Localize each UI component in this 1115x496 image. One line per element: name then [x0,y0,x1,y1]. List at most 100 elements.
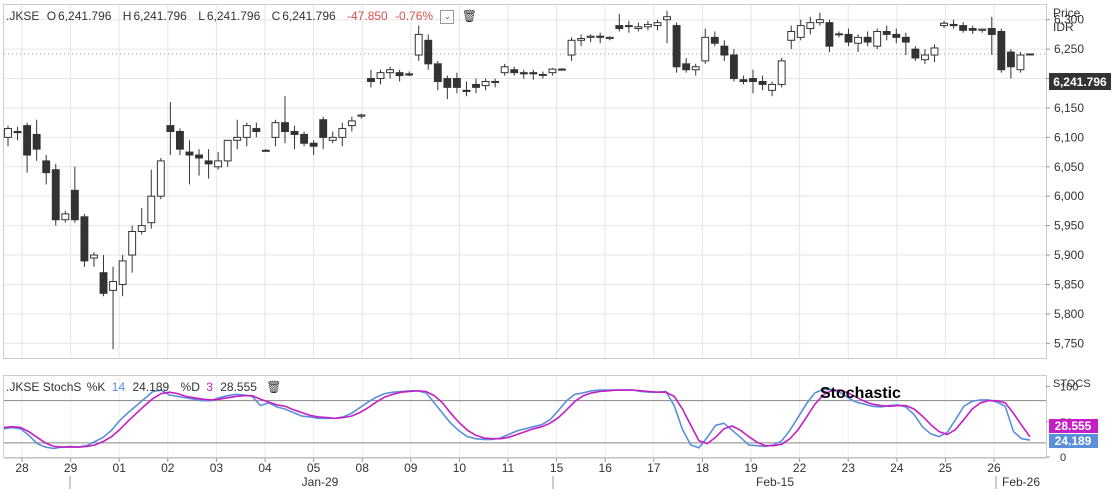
k-period: 14 [111,380,126,394]
candle [901,32,910,56]
stoch-lines [3,388,1031,450]
price-tick-label: 5,900 [1054,248,1084,262]
candle-body [51,169,60,221]
candle-body [309,142,318,147]
candle-body [357,114,366,117]
candle-body [367,78,375,82]
candle [873,28,882,50]
candle-body [863,36,872,43]
high-value: 6,241.796 [133,9,187,23]
candle [1006,49,1015,79]
candle [959,22,968,33]
x-tick-label: 16 [599,461,613,475]
candle-body [519,72,528,75]
change-value: -47.850 [347,9,388,23]
candle-body [749,78,757,82]
candle-body [901,36,910,43]
price-tick-label: 6,300 [1054,13,1084,27]
candle-body [328,136,337,141]
candle [920,49,929,64]
candle [252,122,261,138]
open-value: 6,241.796 [58,9,112,23]
candle [338,122,347,147]
candle [691,63,700,76]
candle-body [261,149,270,152]
price-tick-label: 6,050 [1054,160,1084,174]
x-tick-label: 10 [453,461,467,475]
change-percent: -0.76% [395,9,434,23]
candle-body [1026,53,1034,56]
candle-body [892,33,901,38]
candle [892,28,901,44]
candle [290,125,299,150]
candle-body [147,195,156,224]
candle-body [252,128,261,132]
candle-body [729,54,738,80]
candle-body [42,160,51,174]
candle-body [548,68,557,74]
candle [61,210,70,223]
candle [357,113,366,119]
candle-body [710,36,719,44]
candle-body [634,26,643,30]
candle-body [538,73,547,76]
candle [500,63,509,76]
stoch-series-d [3,389,1031,448]
candle [749,69,757,94]
candle [577,34,586,47]
last-price-value: 6,241.796 [1053,75,1107,89]
candle-body [529,72,538,75]
trash-icon[interactable]: 🗑 [266,380,282,394]
price-tick-label: 6,100 [1054,130,1084,144]
candle-body [271,122,280,138]
d-badge-value: 28.555 [1055,419,1092,433]
candle-body [596,35,605,38]
price-axis-title: Price [1053,6,1081,20]
candle [376,69,385,85]
candle-body [854,36,863,44]
price-header: .JKSE O 6,241.796 H 6,241.796 L 6,241.796 C… [6,9,481,24]
k-badge: 24.189 [1049,434,1098,448]
candle-body [577,38,586,41]
x-tick-label: 29 [64,461,78,475]
candle [472,78,480,94]
candle-body [13,130,22,134]
candle-body [80,216,89,262]
candle-body [386,69,394,74]
d-value: 28.555 [220,380,257,394]
candle [261,149,270,152]
candle [978,28,987,33]
candle [452,72,461,94]
candle-body [242,125,251,138]
candle-body [233,136,242,141]
candle-body [491,80,500,83]
candle [1026,53,1034,56]
x-tick-label: 08 [356,461,370,475]
candle-body [137,225,146,233]
candle-body [472,83,480,88]
x-axis: 28 29 01 02 03 04 05 08 09 10 11 15 16 17 18 19 22 23 24 25… [4,457,1046,489]
candle [644,20,652,31]
candle [166,102,175,156]
candle-body [128,231,137,256]
candle-body [500,66,509,74]
candle [395,69,404,82]
k-badge-value: 24.189 [1055,434,1092,448]
candle-body [70,189,79,221]
candle [328,131,337,144]
candle [615,13,624,32]
candle [815,12,824,26]
candle [13,126,22,141]
candle [51,163,60,226]
candle [510,66,519,76]
chevron-down-icon[interactable]: ⌄ [440,9,455,24]
trash-icon[interactable]: 🗑 [461,9,478,23]
candle-body [758,80,767,85]
candle-body [452,78,461,88]
candle-body [644,23,652,28]
candle-body [567,39,576,56]
candle [185,140,194,185]
candle [443,75,452,100]
candle [242,122,251,147]
candle [128,225,137,273]
